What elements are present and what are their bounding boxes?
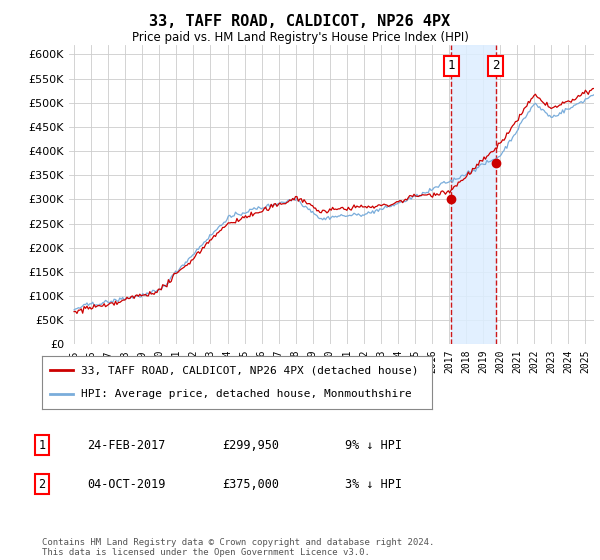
Text: 33, TAFF ROAD, CALDICOT, NP26 4PX (detached house): 33, TAFF ROAD, CALDICOT, NP26 4PX (detac… xyxy=(81,366,419,376)
Text: 24-FEB-2017: 24-FEB-2017 xyxy=(87,438,166,452)
Text: £375,000: £375,000 xyxy=(222,478,279,491)
Bar xyxy=(451,45,496,344)
Text: 2: 2 xyxy=(38,478,46,491)
Text: 9% ↓ HPI: 9% ↓ HPI xyxy=(345,438,402,452)
Text: 33, TAFF ROAD, CALDICOT, NP26 4PX: 33, TAFF ROAD, CALDICOT, NP26 4PX xyxy=(149,14,451,29)
Text: 3% ↓ HPI: 3% ↓ HPI xyxy=(345,478,402,491)
Text: Price paid vs. HM Land Registry's House Price Index (HPI): Price paid vs. HM Land Registry's House … xyxy=(131,31,469,44)
Text: 04-OCT-2019: 04-OCT-2019 xyxy=(87,478,166,491)
Text: 1: 1 xyxy=(448,59,455,72)
Text: 1: 1 xyxy=(38,438,46,452)
Text: £299,950: £299,950 xyxy=(222,438,279,452)
Text: Contains HM Land Registry data © Crown copyright and database right 2024.
This d: Contains HM Land Registry data © Crown c… xyxy=(42,538,434,557)
Text: 2: 2 xyxy=(492,59,500,72)
Text: HPI: Average price, detached house, Monmouthshire: HPI: Average price, detached house, Monm… xyxy=(81,389,412,399)
